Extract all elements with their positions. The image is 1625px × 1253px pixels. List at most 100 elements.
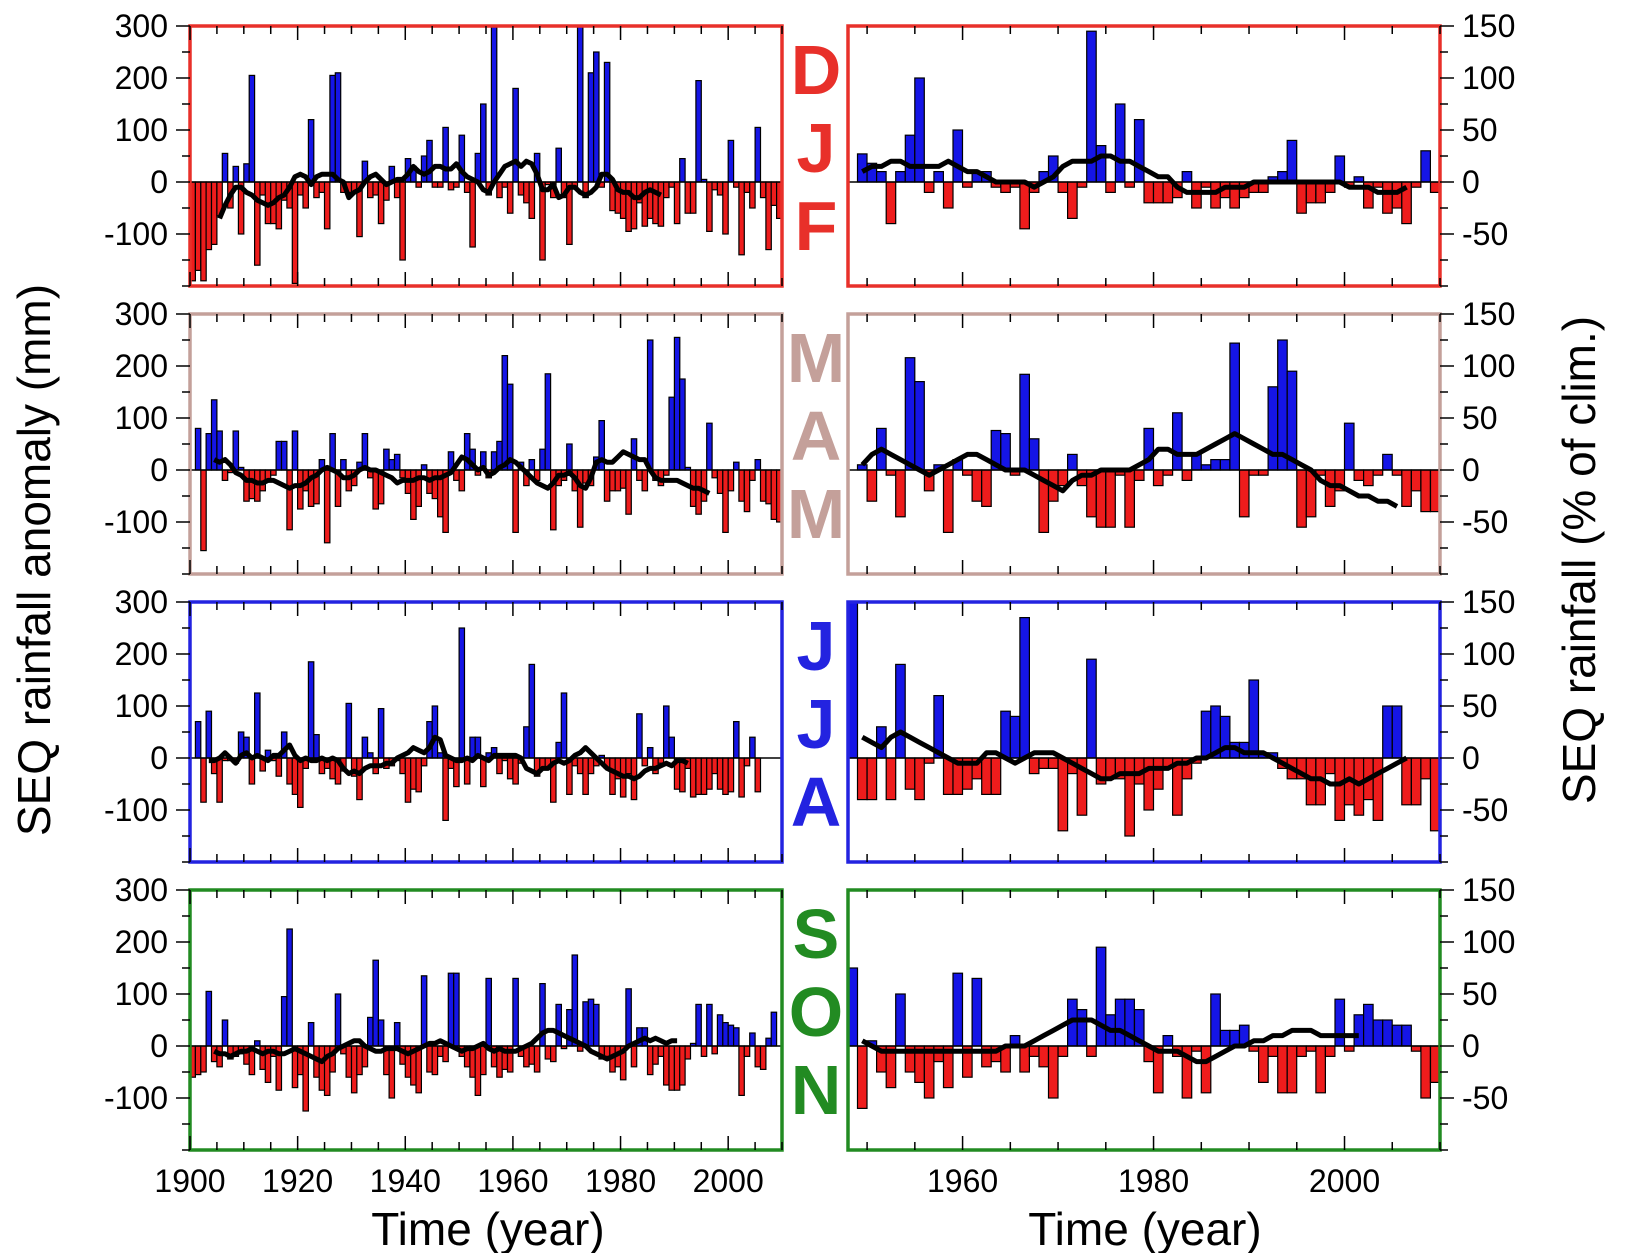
bar [716,181,724,196]
bar [480,757,487,788]
bar [501,181,509,188]
bar [523,181,530,204]
bar [646,746,654,759]
bar [286,469,293,531]
bar [759,181,767,199]
bar [942,181,954,209]
bar [205,433,213,471]
bar [243,163,250,183]
bar [1076,181,1088,188]
y-tick-label: 300 [115,8,168,44]
bar [259,1045,267,1070]
bar [259,181,267,196]
smooth-line [213,449,711,496]
y-tick-label: 0 [1462,452,1480,488]
bar [732,181,740,188]
bar [1420,150,1432,183]
bar [603,61,611,183]
bar [895,993,906,1047]
y-tick-label: 0 [150,1028,168,1064]
bar [200,757,207,803]
y-tick-label: 300 [115,296,168,332]
bar [221,1019,229,1047]
bar [1191,181,1202,209]
bar [662,1045,670,1086]
y-tick-label: 100 [115,688,168,724]
bar [205,990,213,1047]
season-letter: J [797,607,836,685]
bar [334,993,342,1047]
right-y-axis-title: SEQ rainfall (% of clim.) [1553,316,1605,804]
bar [280,995,288,1047]
bar [1353,469,1365,481]
bar [933,171,945,183]
bar [885,469,897,476]
bar [895,663,906,759]
bar [1105,469,1116,528]
panel-JJA-right: -50 0 50 100 150 [846,584,1515,864]
bar [1343,1045,1355,1052]
bar [716,757,724,790]
bar [1382,705,1393,759]
bar [738,181,745,256]
bar [679,158,686,183]
bar [372,959,380,1047]
bar [749,736,756,759]
bar [399,181,406,261]
y-tick-label: 0 [150,740,168,776]
bar [1200,464,1212,471]
y-tick-label: 50 [1462,976,1498,1012]
bar [684,1045,692,1060]
y-tick-label: 150 [1462,584,1515,620]
season-letter: M [787,319,845,397]
bar [1305,181,1317,204]
bar [668,396,676,471]
smooth-line [861,729,1408,787]
y-tick-label: 150 [1462,872,1515,908]
bar [463,181,471,193]
bar [1000,710,1011,759]
x-tick-label: 1980 [1118,1163,1189,1199]
bar [194,1045,202,1076]
bar [952,972,964,1047]
bar [544,373,552,471]
bar [356,757,363,801]
bar [388,459,396,471]
smooth-line [208,734,689,782]
bar [657,1045,665,1057]
bar [981,757,992,796]
bar [961,469,973,476]
bar [512,469,519,534]
smooth-line [860,431,1399,509]
bar [1248,469,1260,476]
bar [393,453,401,471]
y-tick-label: 100 [1462,636,1515,672]
bar [923,757,935,764]
bar [205,710,213,759]
bar [1124,469,1136,528]
bar [200,1045,207,1073]
bar [1382,453,1393,471]
bar [200,469,207,552]
bar [1305,1045,1317,1052]
bar [291,181,299,285]
bar [388,1045,396,1099]
bar [447,972,455,1047]
smooth-line [861,1017,1359,1065]
bar [329,433,336,471]
bar [528,181,536,220]
bar [329,74,336,183]
bar [1277,339,1288,471]
bar [442,757,449,822]
bar [749,181,756,209]
bar [1257,1045,1269,1084]
bar [442,126,449,183]
bar [442,469,449,534]
x-tick-label: 2000 [1309,1163,1380,1199]
bar [431,181,439,188]
bar [221,469,229,481]
bar [695,1003,702,1047]
bar [727,757,735,793]
y-tick-label: 150 [1462,8,1515,44]
